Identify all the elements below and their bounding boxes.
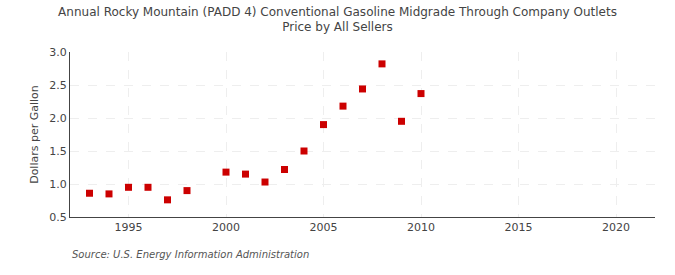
svg-text:2.5: 2.5 <box>49 79 67 92</box>
svg-text:Annual Rocky Mountain (PADD 4): Annual Rocky Mountain (PADD 4) Conventio… <box>58 5 617 35</box>
svg-text:Source: U.S. Energy Informatio: Source: U.S. Energy Information Administ… <box>72 249 309 260</box>
svg-text:2010: 2010 <box>407 221 435 234</box>
svg-text:0.5: 0.5 <box>49 211 67 224</box>
svg-text:1.0: 1.0 <box>49 178 67 191</box>
svg-text:2.0: 2.0 <box>49 112 67 125</box>
svg-text:2000: 2000 <box>212 221 240 234</box>
svg-text:2015: 2015 <box>505 221 533 234</box>
svg-text:1.5: 1.5 <box>49 145 67 158</box>
svg-text:Dollars per Gallon: Dollars per Gallon <box>28 85 41 184</box>
svg-text:1995: 1995 <box>115 221 143 234</box>
svg-text:2020: 2020 <box>602 221 630 234</box>
svg-text:3.0: 3.0 <box>49 46 67 59</box>
svg-text:2005: 2005 <box>310 221 338 234</box>
